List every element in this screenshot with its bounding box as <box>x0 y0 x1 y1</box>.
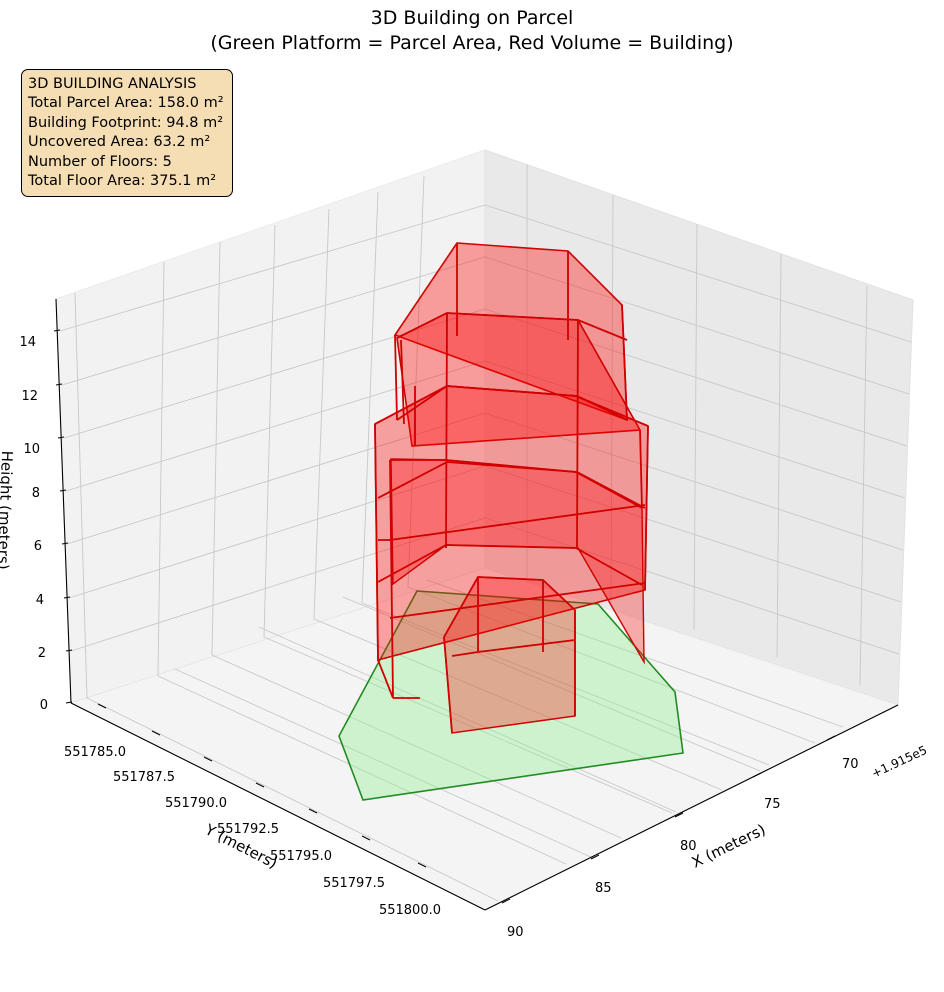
z-tick-label: 8 <box>32 486 40 501</box>
parcel-platform <box>338 590 684 801</box>
info-floors: Number of Floors: 5 <box>28 153 172 170</box>
y-tick-label: 551800.0 <box>379 903 441 918</box>
x-tick-label: 70 <box>842 757 859 772</box>
z-tick-label: 0 <box>40 698 48 713</box>
chart-subtitle: (Green Platform = Parcel Area, Red Volum… <box>210 32 734 54</box>
y-tick-label: 551795.0 <box>270 849 332 864</box>
x-axis-label: X (meters) <box>689 820 769 871</box>
y-tick-label: 551792.5 <box>217 822 279 837</box>
y-tick-label: 551790.0 <box>165 796 227 811</box>
info-floor-area: Total Floor Area: 375.1 m² <box>28 173 217 190</box>
info-uncovered-area: Uncovered Area: 63.2 m² <box>28 134 211 151</box>
y-tick-label: 551787.5 <box>113 770 175 785</box>
z-tick-label: 6 <box>34 539 42 554</box>
x-tick-label: 75 <box>764 797 781 812</box>
z-tick-label: 2 <box>38 646 46 661</box>
z-axis-label: Height (meters) <box>0 450 16 570</box>
y-tick-label: 551785.0 <box>64 745 126 760</box>
grid <box>59 164 912 902</box>
z-tick-labels: 0 2 4 6 8 10 12 14 <box>19 335 48 713</box>
y-tick-label: 551797.5 <box>323 876 385 891</box>
info-footprint: Building Footprint: 94.8 m² <box>28 114 224 131</box>
tick-marks <box>53 329 836 904</box>
x-tick-labels: 70 75 80 85 90 <box>507 757 859 940</box>
z-tick-label: 4 <box>36 593 44 608</box>
x-tick-label: 90 <box>507 925 524 940</box>
z-tick-label: 10 <box>23 442 40 457</box>
y-tick-labels: 551785.0 551787.5 551790.0 551792.5 5517… <box>64 745 441 918</box>
info-parcel-area: Total Parcel Area: 158.0 m² <box>28 95 224 112</box>
x-tick-label: 80 <box>680 839 697 854</box>
x-tick-label: 85 <box>595 881 612 896</box>
z-tick-label: 12 <box>21 389 38 404</box>
chart-title: 3D Building on Parcel <box>370 7 574 29</box>
info-box: 3D BUILDING ANALYSIS Total Parcel Area: … <box>21 69 233 198</box>
info-heading: 3D BUILDING ANALYSIS <box>28 76 197 92</box>
building-volume <box>374 242 649 734</box>
x-offset-label: +1.915e5 <box>869 743 929 781</box>
z-tick-label: 14 <box>19 335 36 350</box>
